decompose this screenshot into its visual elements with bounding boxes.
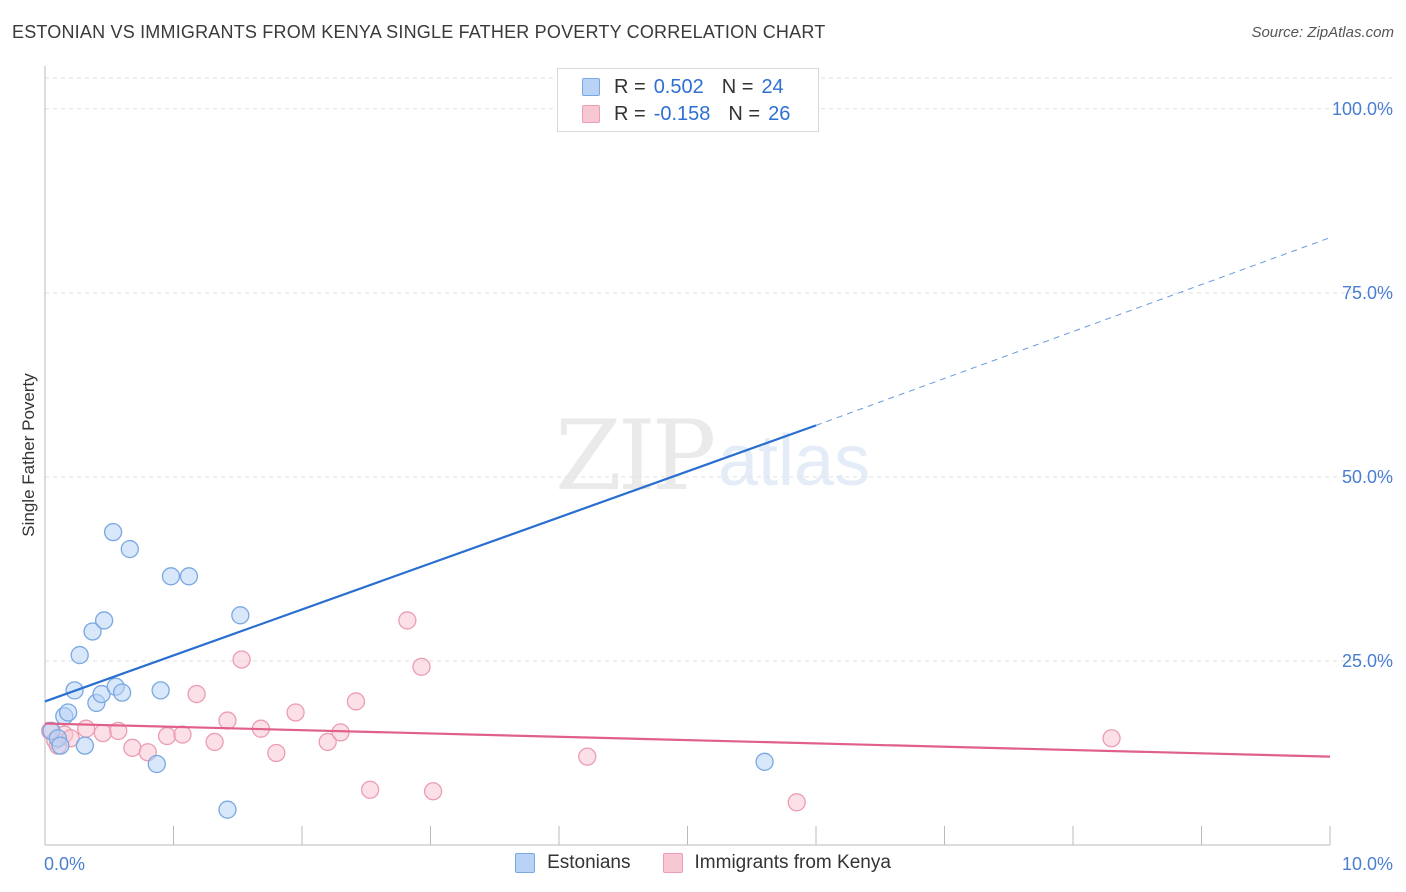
- legend-row-estonians: R = 0.502 N = 24: [582, 74, 784, 100]
- n-value-kenya: 26: [768, 102, 791, 125]
- estonian-point: [161, 567, 181, 586]
- kenya-point: [286, 703, 305, 722]
- estonians-trendline: [44, 424, 817, 703]
- r-label: R =: [614, 75, 646, 98]
- x-tick-label: 10.0%: [1342, 854, 1393, 874]
- pink-swatch-icon: [582, 105, 600, 123]
- pink-swatch-icon: [662, 853, 683, 873]
- kenya-point: [93, 723, 112, 743]
- estonians-trendline-extension: [815, 237, 1331, 426]
- stats-legend: R = 0.502 N = 24 R = -0.158 N = 26: [557, 68, 819, 132]
- estonian-point: [103, 522, 123, 542]
- kenya-point: [318, 732, 337, 752]
- blue-swatch-icon: [582, 78, 600, 96]
- bottom-legend: Estonians Immigrants from Kenya: [0, 852, 1406, 874]
- blue-swatch-icon: [515, 853, 536, 873]
- estonian-point: [112, 683, 132, 702]
- legend-label-estonians: Estonians: [547, 852, 631, 873]
- estonian-point: [231, 606, 250, 625]
- r-value-kenya: -0.158: [653, 102, 711, 125]
- estonian-point: [58, 703, 78, 722]
- estonian-point: [147, 754, 166, 774]
- kenya-point: [232, 650, 251, 669]
- n-label: N =: [721, 75, 754, 98]
- kenya-point: [267, 743, 286, 763]
- y-axis-title: Single Father Poverty: [19, 373, 38, 537]
- kenya-point: [123, 738, 142, 757]
- kenya-point: [218, 711, 237, 730]
- y-tick-label: 100.0%: [1332, 99, 1393, 119]
- legend-label-kenya: Immigrants from Kenya: [694, 852, 891, 873]
- legend-item-kenya[interactable]: Immigrants from Kenya: [662, 852, 891, 874]
- kenya-point: [109, 721, 128, 741]
- y-tick-label: 75.0%: [1342, 283, 1393, 303]
- kenya-point: [187, 684, 206, 704]
- estonian-point: [92, 684, 111, 704]
- kenya-point: [578, 747, 597, 766]
- legend-row-kenya: R = -0.158 N = 26: [582, 101, 790, 127]
- estonian-point: [218, 800, 237, 819]
- estonian-point: [70, 645, 89, 665]
- kenya-point: [346, 692, 366, 711]
- kenya-point: [398, 611, 417, 630]
- kenya-point: [76, 719, 96, 738]
- kenya-point: [423, 782, 443, 801]
- kenya-point: [787, 793, 806, 812]
- kenya-point: [157, 726, 177, 746]
- estonian-point: [179, 567, 199, 586]
- legend-item-estonians[interactable]: Estonians: [515, 852, 631, 874]
- y-tick-label: 50.0%: [1342, 467, 1393, 487]
- kenya-point: [205, 732, 224, 752]
- r-label: R =: [614, 102, 646, 125]
- estonian-point: [94, 611, 114, 630]
- y-tick-label: 25.0%: [1342, 651, 1393, 671]
- x-tick-label: 0.0%: [44, 854, 85, 874]
- estonian-point: [151, 681, 170, 700]
- n-label: N =: [728, 102, 761, 125]
- kenya-trendline: [44, 722, 1331, 758]
- kenya-point: [173, 725, 192, 744]
- estonian-point: [51, 736, 70, 755]
- estonian-point: [83, 622, 102, 641]
- r-value-estonians: 0.502: [653, 75, 704, 98]
- kenya-point: [360, 780, 380, 799]
- source-label: Source: ZipAtlas.com: [1251, 24, 1394, 41]
- estonian-point: [120, 539, 139, 559]
- n-value-estonians: 24: [761, 75, 784, 98]
- estonian-point: [75, 736, 94, 755]
- watermark-zip: ZIP: [555, 400, 716, 512]
- chart-title: ESTONIAN VS IMMIGRANTS FROM KENYA SINGLE…: [12, 22, 826, 42]
- estonian-point: [755, 752, 774, 771]
- kenya-point: [1102, 729, 1121, 748]
- kenya-point: [412, 657, 431, 676]
